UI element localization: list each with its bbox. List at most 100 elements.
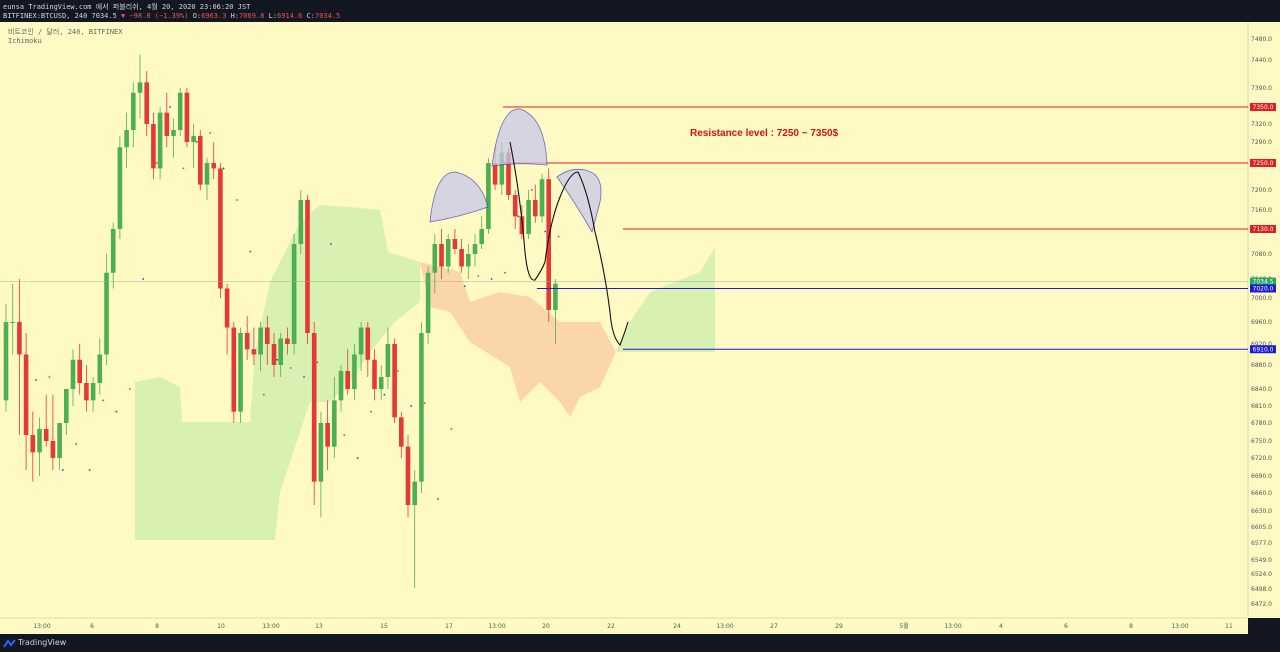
candle-body bbox=[244, 333, 250, 350]
open-label: O: bbox=[192, 12, 202, 20]
y-tick-label: 6960.0 bbox=[1251, 319, 1272, 326]
kijun-dot bbox=[356, 457, 359, 459]
price-label-box: 6910.0 bbox=[1250, 345, 1276, 354]
x-tick-label: 8 bbox=[1129, 623, 1133, 630]
kijun-dot bbox=[517, 215, 520, 218]
candle-body bbox=[37, 429, 42, 453]
ichimoku-kijun-dots bbox=[35, 106, 560, 500]
resistance-annotation: Resistance level : 7250 ~ 7350$ bbox=[690, 128, 839, 139]
y-tick-label: 6630.0 bbox=[1251, 508, 1272, 515]
kijun-dot bbox=[423, 402, 426, 405]
candle-body bbox=[405, 446, 411, 505]
y-tick-label: 7000.0 bbox=[1251, 295, 1272, 302]
y-tick-label: 6840.0 bbox=[1251, 386, 1272, 393]
candle-body bbox=[305, 200, 310, 333]
candle-body bbox=[352, 354, 357, 389]
kijun-dot bbox=[276, 358, 279, 361]
kijun-dot bbox=[316, 361, 319, 364]
candle-body bbox=[265, 327, 270, 344]
candle-body bbox=[157, 112, 163, 169]
y-tick-label: 7480.0 bbox=[1251, 36, 1272, 43]
candle-body bbox=[23, 354, 29, 435]
chart-title: 비트코인 / 달러, 240, BITFINEX bbox=[8, 27, 123, 36]
candle-body bbox=[238, 333, 243, 412]
x-tick-label: 13:00 bbox=[262, 623, 279, 630]
y-tick-label: 7200.0 bbox=[1251, 187, 1272, 194]
x-tick-label: 22 bbox=[607, 623, 615, 630]
y-tick-label: 6880.0 bbox=[1251, 362, 1272, 369]
time-axis[interactable] bbox=[0, 618, 1248, 634]
x-tick-label: 13:00 bbox=[716, 623, 733, 630]
tradingview-logo-icon bbox=[3, 639, 16, 648]
kijun-dot bbox=[410, 405, 413, 407]
candle-body bbox=[251, 349, 257, 355]
price-label-bg bbox=[1250, 277, 1276, 286]
x-tick-label: 27 bbox=[770, 623, 778, 630]
y-tick-label: 7080.0 bbox=[1251, 251, 1272, 258]
candle-body bbox=[546, 179, 551, 310]
candle-body bbox=[533, 200, 538, 217]
candle-body bbox=[30, 435, 36, 453]
candle-body bbox=[117, 147, 123, 229]
candle-body bbox=[97, 354, 103, 383]
y-tick-label: 6810.0 bbox=[1251, 403, 1272, 410]
right-shoulder-arc bbox=[556, 168, 602, 234]
candle-body bbox=[10, 322, 15, 323]
x-tick-label: 6 bbox=[1064, 623, 1068, 630]
candle-body bbox=[378, 377, 384, 389]
kijun-dot bbox=[437, 498, 439, 500]
kijun-dot bbox=[75, 442, 78, 445]
y-tick-label: 6920.0 bbox=[1251, 341, 1272, 348]
x-tick-label: 11 bbox=[1225, 623, 1233, 630]
candle-body bbox=[332, 400, 337, 447]
kijun-dot bbox=[209, 132, 212, 134]
candle-body bbox=[77, 359, 82, 383]
x-tick-label: 17 bbox=[445, 623, 453, 630]
price-label-text: 7034.5 bbox=[1253, 279, 1274, 286]
kijun-dot bbox=[396, 370, 399, 372]
candle-body bbox=[17, 322, 22, 355]
kijun-dot bbox=[169, 106, 171, 108]
kijun-dot bbox=[142, 278, 145, 280]
price-chart[interactable]: Resistance level : 7250 ~ 7350$ 비트코인 / 달… bbox=[0, 22, 1280, 634]
x-tick-label: 4 bbox=[999, 623, 1003, 630]
x-tick-label: 15 bbox=[380, 623, 388, 630]
candle-body bbox=[365, 327, 371, 360]
price-label-text: 7130.0 bbox=[1253, 226, 1274, 233]
kijun-dot bbox=[236, 199, 238, 201]
price-label-box: 7350.0 bbox=[1250, 103, 1276, 111]
candle-body bbox=[171, 130, 176, 136]
candle-body bbox=[43, 429, 49, 441]
y-tick-label: 6750.0 bbox=[1251, 438, 1272, 445]
y-tick-label: 6472.0 bbox=[1251, 601, 1272, 608]
candle-body bbox=[318, 423, 324, 482]
candle-body bbox=[124, 130, 129, 148]
candle-body bbox=[131, 92, 136, 130]
candle-body bbox=[278, 338, 283, 365]
candle-body bbox=[151, 124, 156, 169]
kijun-dot bbox=[370, 410, 372, 413]
candle-body bbox=[385, 344, 391, 377]
candle-body bbox=[479, 229, 484, 244]
indicator-label: Ichimoku bbox=[8, 37, 42, 45]
price-label-text: 7020.0 bbox=[1253, 286, 1274, 293]
candle-body bbox=[258, 327, 263, 355]
high-value: 7069.8 bbox=[239, 12, 265, 20]
left-shoulder-arc bbox=[429, 171, 489, 223]
candle-body bbox=[271, 344, 277, 365]
candle-body bbox=[425, 272, 431, 333]
kijun-dot bbox=[222, 167, 225, 170]
kijun-dot bbox=[88, 469, 91, 471]
candle-body bbox=[492, 163, 498, 185]
x-tick-label: 13:00 bbox=[944, 623, 961, 630]
kijun-dot bbox=[544, 230, 547, 233]
y-tick-label: 6549.0 bbox=[1251, 557, 1272, 564]
x-tick-label: 24 bbox=[673, 623, 681, 630]
candle-body bbox=[164, 112, 170, 136]
candles-layer bbox=[3, 54, 558, 588]
pattern-drawings bbox=[429, 108, 629, 346]
candle-body bbox=[177, 92, 183, 130]
price-axis[interactable] bbox=[1248, 22, 1280, 618]
candle-body bbox=[90, 383, 96, 401]
